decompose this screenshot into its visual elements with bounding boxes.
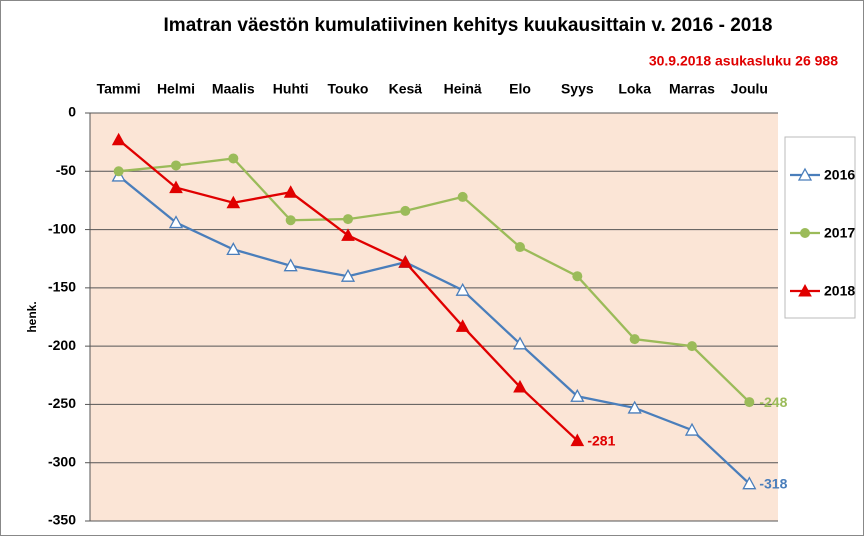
point [570,388,585,402]
data-label: -318 [759,475,787,491]
point [341,228,355,241]
annotation: 30.9.2018 asukasluku 26 988 [649,53,838,69]
point [455,282,470,296]
point [687,341,697,352]
x-tick-label: Syys [561,81,594,97]
x-tick-label: Elo [509,81,531,97]
point [343,214,353,225]
y-tick-label: -200 [48,337,76,353]
point [512,336,528,350]
y-tick-label: -250 [48,395,76,411]
point [455,319,470,332]
x-tick-label: Heinä [444,81,482,97]
legend-label: 2016 [824,167,855,183]
point [570,433,585,447]
series-line [117,175,751,485]
x-tick-label: Joulu [731,81,768,97]
point [513,379,527,393]
point [684,422,700,436]
point [398,255,413,268]
legend-label: 2018 [824,283,855,299]
point [572,271,583,282]
point [285,215,296,226]
point [340,268,356,282]
point [171,160,181,171]
point [228,153,239,164]
point [400,205,411,216]
legend-marker [797,167,813,181]
point [283,258,298,272]
point [111,132,126,146]
x-tick-label: Kesä [389,81,423,97]
y-tick-label: -50 [56,162,76,178]
point [283,185,298,198]
legend-marker [798,283,812,297]
chart-title: Imatran väestön kumulatiivinen kehitys k… [164,15,773,36]
legend-marker [800,228,810,238]
point [744,397,755,408]
point [169,180,183,194]
x-tick-label: Loka [618,81,651,97]
y-axis-label: henk. [25,301,39,332]
point [742,476,757,490]
x-tick-label: Maalis [212,81,255,97]
data-label: -248 [759,394,787,410]
x-tick-label: Helmi [157,81,195,97]
y-tick-label: -150 [48,279,76,295]
data-label: -281 [587,432,615,448]
plot-area [90,113,778,521]
point [515,242,525,253]
point [629,334,640,345]
legend [784,136,856,319]
y-tick-label: -100 [48,220,76,236]
point [627,400,642,414]
point [226,242,241,256]
point [457,191,468,202]
x-tick-label: Tammi [97,81,141,97]
y-tick-label: -350 [48,512,76,528]
legend-label: 2017 [824,225,855,241]
point [168,215,184,229]
point [113,166,124,177]
y-tick-label: -300 [48,453,76,469]
x-tick-label: Touko [328,81,369,97]
point [226,195,241,209]
x-tick-label: Marras [669,81,715,97]
series-line [118,157,751,403]
x-tick-label: Huhti [273,81,309,97]
y-tick-label: 0 [68,104,76,120]
